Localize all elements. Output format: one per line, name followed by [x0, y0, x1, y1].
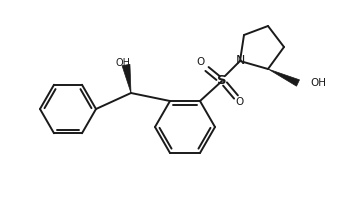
Polygon shape — [122, 64, 131, 93]
Text: O: O — [197, 57, 205, 67]
Text: S: S — [217, 74, 227, 88]
Text: OH: OH — [310, 78, 326, 88]
Text: OH: OH — [116, 58, 130, 68]
Text: O: O — [236, 97, 244, 107]
Text: N: N — [235, 55, 245, 68]
Polygon shape — [268, 69, 299, 86]
